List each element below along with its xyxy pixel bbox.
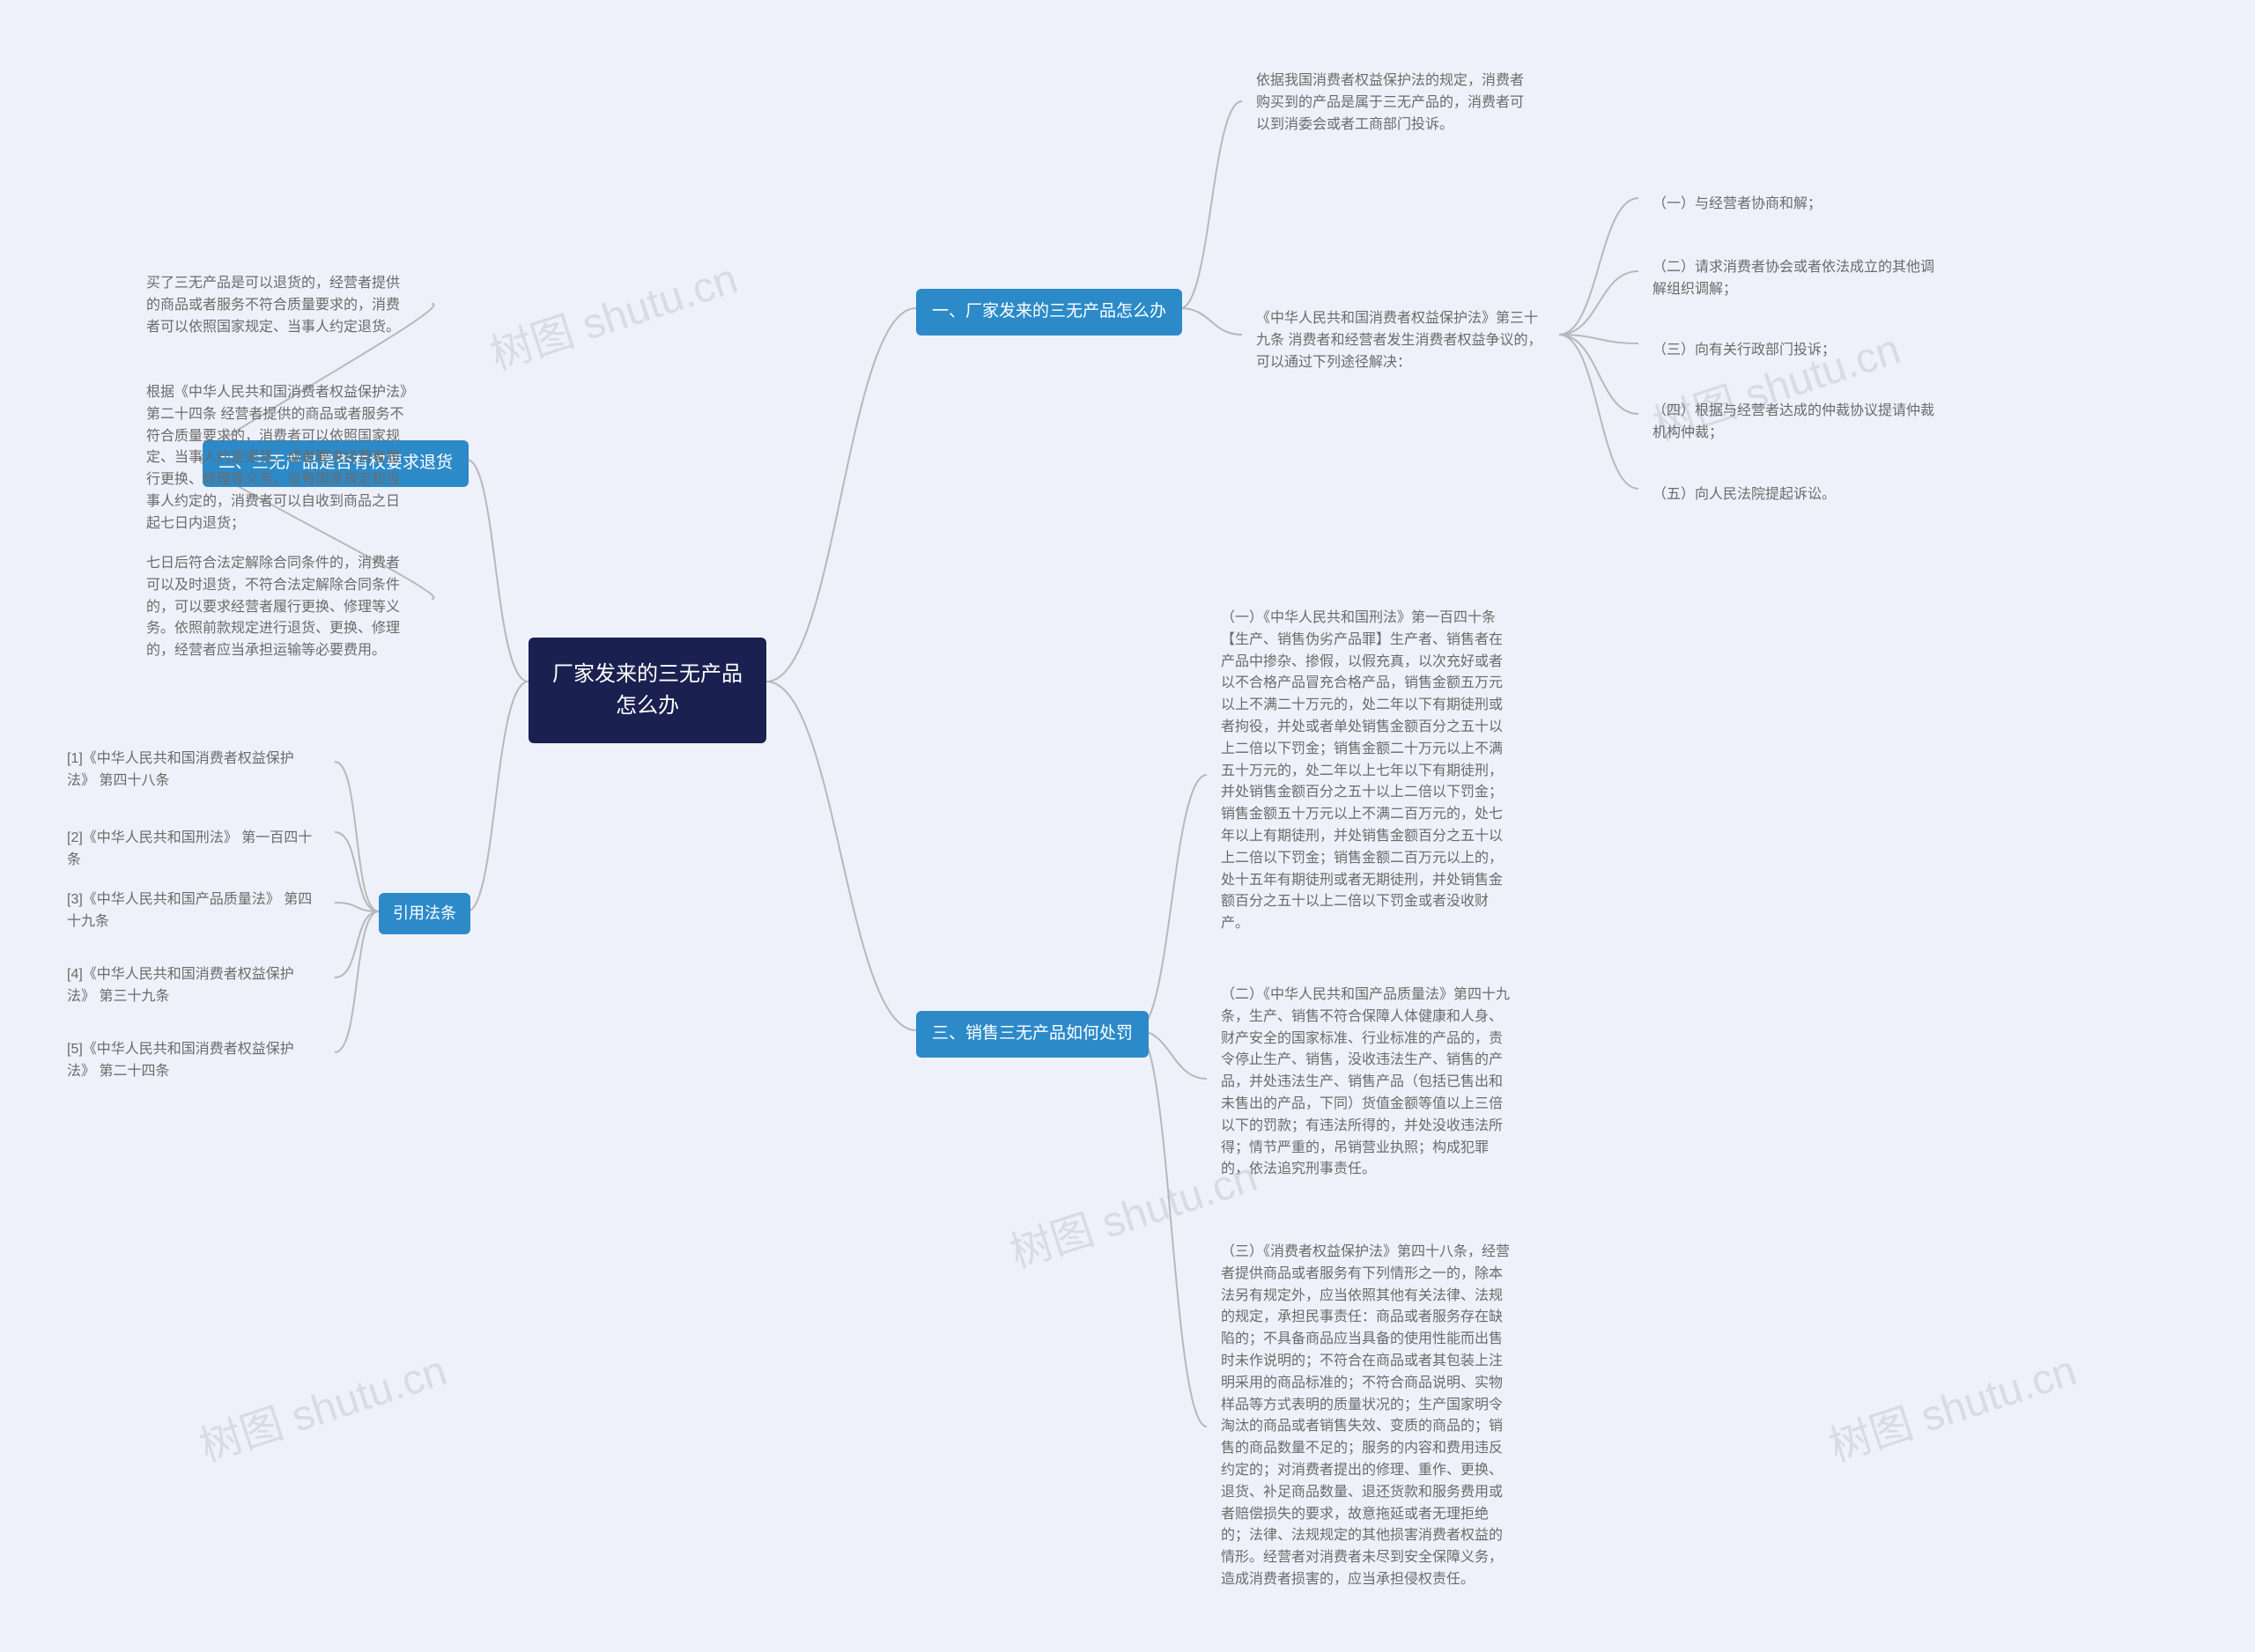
b1-sub-2: （二）请求消费者协会或者依法成立的其他调解组织调解； — [1638, 248, 1956, 310]
leaf-text: [5]《中华人民共和国消费者权益保护法》 第二十四条 — [67, 1042, 294, 1079]
branch-label: 一、厂家发来的三无产品怎么办 — [932, 302, 1166, 321]
watermark: 树图 shutu.cn — [1820, 1336, 2082, 1473]
b1-leaf-1: 依据我国消费者权益保护法的规定，消费者购买到的产品是属于三无产品的，消费者可以到… — [1242, 62, 1542, 144]
watermark: 树图 shutu.cn — [190, 1336, 453, 1473]
leaf-text: [3]《中华人民共和国产品质量法》 第四十九条 — [67, 892, 312, 929]
leaf-text: （二）《中华人民共和国产品质量法》第四十九条，生产、销售不符合保障人体健康和人身… — [1221, 987, 1510, 1176]
leaf-text: （三）《消费者权益保护法》第四十八条，经营者提供商品或者服务有下列情形之一的，除… — [1221, 1244, 1510, 1587]
leaf-text: 《中华人民共和国消费者权益保护法》第三十九条 消费者和经营者发生消费者权益争议的… — [1256, 311, 1542, 370]
b1-sub-1: （一）与经营者协商和解； — [1638, 185, 1956, 225]
leaf-text: （五）向人民法院提起诉讼。 — [1652, 487, 1836, 502]
b1-sub-3: （三）向有关行政部门投诉； — [1638, 331, 1956, 371]
b3-leaf-3: （三）《消费者权益保护法》第四十八条，经营者提供商品或者服务有下列情形之一的，除… — [1207, 1233, 1524, 1600]
leaf-text: 七日后符合法定解除合同条件的，消费者可以及时退货，不符合法定解除合同条件的，可以… — [146, 556, 400, 658]
branch-label: 引用法条 — [393, 904, 456, 922]
b3-leaf-1: （一）《中华人民共和国刑法》第一百四十条【生产、销售伪劣产品罪】生产者、销售者在… — [1207, 599, 1524, 944]
leaf-text: （二）请求消费者协会或者依法成立的其他调解组织调解； — [1652, 260, 1934, 297]
mindmap-root: 厂家发来的三无产品怎么办 — [529, 638, 766, 743]
leaf-text: （四）根据与经营者达成的仲裁协议提请仲裁机构仲裁； — [1652, 403, 1934, 440]
branch-3: 三、销售三无产品如何处罚 — [916, 1011, 1149, 1058]
branch-label: 三、销售三无产品如何处罚 — [932, 1024, 1133, 1043]
b2-leaf-3: 七日后符合法定解除合同条件的，消费者可以及时退货，不符合法定解除合同条件的，可以… — [132, 544, 423, 671]
leaf-text: [2]《中华人民共和国刑法》 第一百四十条 — [67, 830, 312, 867]
leaf-text: 根据《中华人民共和国消费者权益保护法》第二十四条 经营者提供的商品或者服务不符合… — [146, 385, 407, 531]
citation-3: [3]《中华人民共和国产品质量法》 第四十九条 — [53, 881, 335, 942]
leaf-text: 买了三无产品是可以退货的，经营者提供的商品或者服务不符合质量要求的，消费者可以依… — [146, 276, 400, 335]
leaf-text: [1]《中华人民共和国消费者权益保护法》 第四十八条 — [67, 751, 294, 788]
citation-4: [4]《中华人民共和国消费者权益保护法》 第三十九条 — [53, 955, 335, 1017]
citation-5: [5]《中华人民共和国消费者权益保护法》 第二十四条 — [53, 1030, 335, 1092]
b1-sub-4: （四）根据与经营者达成的仲裁协议提请仲裁机构仲裁； — [1638, 392, 1956, 454]
branch-1: 一、厂家发来的三无产品怎么办 — [916, 289, 1182, 336]
root-title: 厂家发来的三无产品怎么办 — [552, 662, 743, 718]
leaf-text: [4]《中华人民共和国消费者权益保护法》 第三十九条 — [67, 967, 294, 1004]
b2-leaf-2: 根据《中华人民共和国消费者权益保护法》第二十四条 经营者提供的商品或者服务不符合… — [132, 373, 423, 544]
b1-sub-5: （五）向人民法院提起诉讼。 — [1638, 476, 1956, 515]
leaf-text: （一）与经营者协商和解； — [1652, 196, 1822, 211]
b3-leaf-2: （二）《中华人民共和国产品质量法》第四十九条，生产、销售不符合保障人体健康和人身… — [1207, 976, 1524, 1190]
branch-4: 引用法条 — [379, 893, 470, 934]
b2-leaf-1: 买了三无产品是可以退货的，经营者提供的商品或者服务不符合质量要求的，消费者可以依… — [132, 264, 423, 347]
leaf-text: 依据我国消费者权益保护法的规定，消费者购买到的产品是属于三无产品的，消费者可以到… — [1256, 73, 1524, 132]
citation-2: [2]《中华人民共和国刑法》 第一百四十条 — [53, 819, 335, 881]
watermark: 树图 shutu.cn — [481, 244, 743, 381]
leaf-text: （一）《中华人民共和国刑法》第一百四十条【生产、销售伪劣产品罪】生产者、销售者在… — [1221, 610, 1503, 931]
leaf-text: （三）向有关行政部门投诉； — [1652, 343, 1836, 358]
b1-leaf-2: 《中华人民共和国消费者权益保护法》第三十九条 消费者和经营者发生消费者权益争议的… — [1242, 299, 1559, 382]
citation-1: [1]《中华人民共和国消费者权益保护法》 第四十八条 — [53, 740, 335, 801]
